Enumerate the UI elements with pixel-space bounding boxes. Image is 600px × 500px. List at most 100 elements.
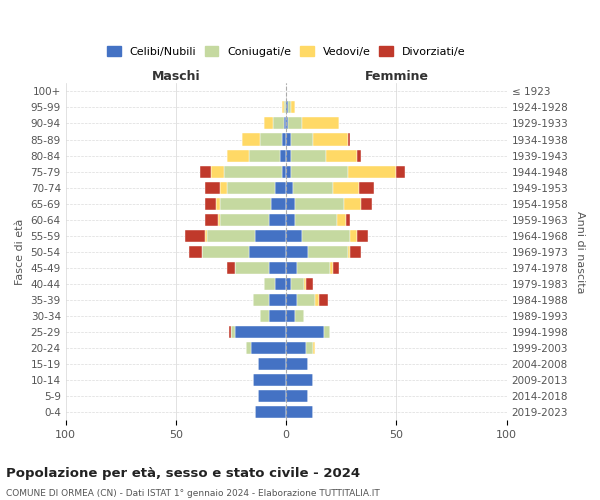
Bar xyxy=(290,134,313,145)
Bar xyxy=(286,214,295,226)
Bar xyxy=(295,198,344,209)
Bar xyxy=(205,230,207,242)
Text: Popolazione per età, sesso e stato civile - 2024: Popolazione per età, sesso e stato civil… xyxy=(6,468,360,480)
Bar xyxy=(357,230,368,242)
Bar xyxy=(242,134,260,145)
Bar xyxy=(269,294,286,306)
Y-axis label: Anni di nascita: Anni di nascita xyxy=(575,210,585,293)
Bar xyxy=(220,182,227,194)
Bar xyxy=(359,182,374,194)
Bar xyxy=(326,150,357,162)
Bar xyxy=(346,214,350,226)
Bar xyxy=(257,358,286,370)
Bar xyxy=(332,262,339,274)
Bar xyxy=(290,102,295,114)
Bar xyxy=(286,278,290,290)
Bar xyxy=(286,166,290,177)
Bar xyxy=(286,374,313,386)
Bar xyxy=(264,118,273,130)
Bar xyxy=(260,134,282,145)
Bar xyxy=(337,214,346,226)
Bar xyxy=(249,246,286,258)
Bar xyxy=(284,118,286,130)
Bar xyxy=(315,294,319,306)
Bar xyxy=(286,390,308,402)
Bar xyxy=(286,262,297,274)
Bar xyxy=(348,166,397,177)
Bar xyxy=(290,150,326,162)
Bar xyxy=(215,198,220,209)
Text: Maschi: Maschi xyxy=(152,70,200,82)
Bar xyxy=(205,198,215,209)
Text: COMUNE DI ORMEA (CN) - Dati ISTAT 1° gennaio 2024 - Elaborazione TUTTITALIA.IT: COMUNE DI ORMEA (CN) - Dati ISTAT 1° gen… xyxy=(6,489,380,498)
Bar xyxy=(297,294,315,306)
Bar xyxy=(319,294,328,306)
Bar xyxy=(218,214,220,226)
Bar xyxy=(293,182,332,194)
Bar xyxy=(235,326,286,338)
Bar xyxy=(200,166,211,177)
Bar xyxy=(348,134,350,145)
Bar xyxy=(227,182,275,194)
Bar xyxy=(286,310,295,322)
Bar xyxy=(231,326,235,338)
Bar xyxy=(282,134,286,145)
Bar xyxy=(284,102,286,114)
Bar xyxy=(251,342,286,354)
Bar xyxy=(308,246,348,258)
Bar xyxy=(286,118,289,130)
Bar xyxy=(286,230,302,242)
Text: Femmine: Femmine xyxy=(364,70,428,82)
Bar xyxy=(302,118,339,130)
Bar xyxy=(306,342,313,354)
Bar xyxy=(331,262,332,274)
Bar xyxy=(253,374,286,386)
Bar xyxy=(220,214,269,226)
Bar xyxy=(286,134,290,145)
Bar xyxy=(269,214,286,226)
Bar xyxy=(229,326,231,338)
Bar xyxy=(302,230,350,242)
Bar xyxy=(264,278,275,290)
Bar xyxy=(306,278,313,290)
Bar xyxy=(211,166,224,177)
Bar xyxy=(269,262,286,274)
Bar xyxy=(286,406,313,418)
Bar xyxy=(256,230,286,242)
Bar xyxy=(205,214,218,226)
Bar xyxy=(286,150,290,162)
Bar xyxy=(304,278,306,290)
Bar xyxy=(224,166,282,177)
Bar xyxy=(323,326,331,338)
Bar xyxy=(289,102,290,114)
Bar xyxy=(185,230,205,242)
Bar xyxy=(286,294,297,306)
Bar xyxy=(295,310,304,322)
Bar xyxy=(361,198,372,209)
Bar xyxy=(313,342,315,354)
Bar xyxy=(290,278,304,290)
Bar xyxy=(332,182,359,194)
Bar xyxy=(207,230,256,242)
Bar xyxy=(256,406,286,418)
Bar xyxy=(282,166,286,177)
Bar xyxy=(313,134,348,145)
Bar xyxy=(286,342,306,354)
Bar xyxy=(286,358,308,370)
Y-axis label: Fasce di età: Fasce di età xyxy=(15,218,25,285)
Bar xyxy=(202,246,249,258)
Bar xyxy=(257,390,286,402)
Bar xyxy=(205,182,220,194)
Bar xyxy=(253,294,269,306)
Bar xyxy=(269,310,286,322)
Bar xyxy=(235,262,269,274)
Bar xyxy=(247,342,251,354)
Bar xyxy=(286,246,308,258)
Bar xyxy=(227,262,235,274)
Bar xyxy=(275,182,286,194)
Bar xyxy=(350,246,361,258)
Bar xyxy=(282,102,284,114)
Bar xyxy=(260,310,269,322)
Bar xyxy=(271,198,286,209)
Bar xyxy=(348,246,350,258)
